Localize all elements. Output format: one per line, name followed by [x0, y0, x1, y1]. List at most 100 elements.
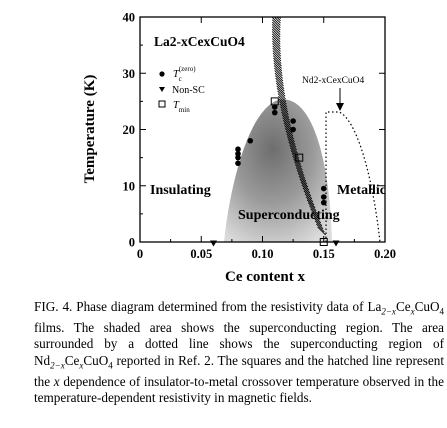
hatch-stroke	[300, 181, 310, 191]
hatch-stroke	[276, 88, 286, 97]
hatch-stroke	[310, 208, 319, 218]
hatch-stroke	[313, 217, 323, 227]
hatch-stroke	[271, 38, 281, 47]
hatch-stroke	[278, 98, 288, 108]
tc-zero-point	[290, 118, 296, 124]
tc-zero-point	[235, 150, 241, 157]
tc-zero-point	[235, 154, 241, 161]
x-tick-label: 0.05	[190, 247, 212, 261]
caption-body3: dependence of insulator-to-metal crossov…	[34, 373, 444, 406]
hatch-stroke	[272, 17, 281, 26]
figure-caption: FIG. 4. Phase diagram determined from th…	[34, 299, 444, 407]
hatch-stroke	[272, 45, 281, 55]
tmin-point	[270, 97, 279, 106]
hatch-stroke	[311, 211, 320, 221]
hatch-stroke	[287, 139, 297, 148]
y-tick-label: 20	[123, 123, 136, 137]
x-tick-label: 0.15	[313, 247, 335, 261]
hatch-stroke	[273, 62, 283, 72]
phase-diagram-figure: 0 0.05 0.10 0.15 0.20 0 10 20 30 40 Ce content x …	[82, 6, 396, 286]
hatch-stroke	[271, 21, 281, 31]
hatch-stroke	[271, 24, 281, 33]
hatch-stroke	[272, 52, 282, 62]
hatch-stroke	[294, 161, 303, 171]
hatch-stroke	[281, 111, 290, 121]
tc-zero-point	[235, 160, 241, 167]
hatch-stroke	[280, 109, 290, 118]
hatch-stroke	[273, 17, 281, 24]
legend: T(zero) c Non-SC Tmin	[158, 65, 205, 114]
hatch-stroke	[306, 199, 316, 209]
hatch-stroke	[312, 214, 322, 224]
hatch-stroke	[273, 57, 282, 67]
nd-compound-label: Nd2-xCexCuO4	[302, 76, 365, 86]
tc-zero-point	[271, 104, 278, 110]
y-tick-label: 0	[129, 236, 135, 250]
hatch-stroke	[285, 130, 295, 140]
hatch-stroke	[277, 93, 287, 102]
tmin-point	[319, 238, 328, 246]
hatch-stroke	[284, 127, 294, 137]
hatch-stroke	[271, 31, 281, 40]
hatch-stroke	[271, 26, 281, 36]
insulating-label: Insulating	[150, 183, 211, 198]
y-axis-label: Temperature (K)	[82, 75, 98, 184]
hatch-stroke	[274, 67, 283, 77]
hatch-stroke	[271, 19, 281, 29]
hatch-stroke	[271, 33, 281, 43]
superconducting-label: Superconducting	[238, 208, 340, 223]
hatch-stroke	[277, 90, 286, 100]
hatch-stroke	[280, 106, 289, 116]
tc-zero-point	[320, 199, 327, 206]
legend-tmin-label: Tmin	[173, 100, 190, 114]
metallic-label: Metallic	[337, 183, 386, 198]
hatch-stroke	[307, 202, 317, 212]
hatch-stroke	[286, 136, 296, 145]
caption-x-variable: x	[53, 373, 60, 389]
hatch-stroke	[275, 80, 285, 89]
hatch-stroke	[284, 125, 293, 134]
x-tick-label: 0.20	[374, 247, 396, 261]
hatch-stroke	[294, 164, 304, 174]
hatch-stroke	[304, 193, 314, 203]
hatch-stroke	[290, 150, 300, 159]
tc-zero-point	[320, 194, 327, 200]
hatch-stroke	[288, 141, 298, 151]
superconducting-region	[224, 99, 332, 243]
hatch-stroke	[282, 119, 292, 129]
axis-tick-labels: 0 0.05 0.10 0.15 0.20 0 10 20 30 40	[123, 11, 396, 262]
hatch-stroke	[282, 117, 291, 126]
hatch-stroke	[272, 43, 281, 52]
hatch-stroke	[276, 17, 281, 22]
caption-fig-number: FIG. 4.	[34, 299, 73, 314]
hatch-stroke	[274, 72, 284, 82]
tmin-point	[295, 153, 304, 162]
x-tick-label: 0.10	[252, 247, 274, 261]
hatch-stroke	[276, 85, 286, 95]
hatch-stroke	[272, 47, 282, 57]
hatch-stroke	[275, 77, 284, 87]
hatch-stroke	[273, 6, 281, 14]
hatch-stroke	[274, 75, 284, 84]
hatch-stroke	[299, 178, 309, 188]
hatch-stroke	[297, 173, 307, 182]
non-sc-point	[332, 240, 340, 247]
y-tick-label: 10	[123, 179, 136, 193]
hatch-stroke	[279, 101, 288, 110]
non-sc-point	[210, 240, 217, 247]
tc-zero-point	[271, 109, 278, 116]
hatch-stroke	[317, 226, 326, 236]
hatch-stroke	[272, 55, 282, 64]
hatch-stroke	[295, 167, 305, 176]
hatch-stroke	[278, 95, 287, 105]
hatch-stroke	[289, 144, 298, 154]
legend-triangle-marker	[159, 87, 165, 92]
tc-zero-point	[247, 137, 254, 144]
hatch-stroke	[316, 223, 325, 233]
hatch-stroke	[301, 184, 311, 194]
hatch-stroke	[273, 8, 281, 16]
caption-body2: reported in Ref. 2. The squares and the …	[34, 352, 444, 389]
hatch-stroke	[286, 133, 295, 143]
hatch-stroke	[273, 65, 283, 74]
